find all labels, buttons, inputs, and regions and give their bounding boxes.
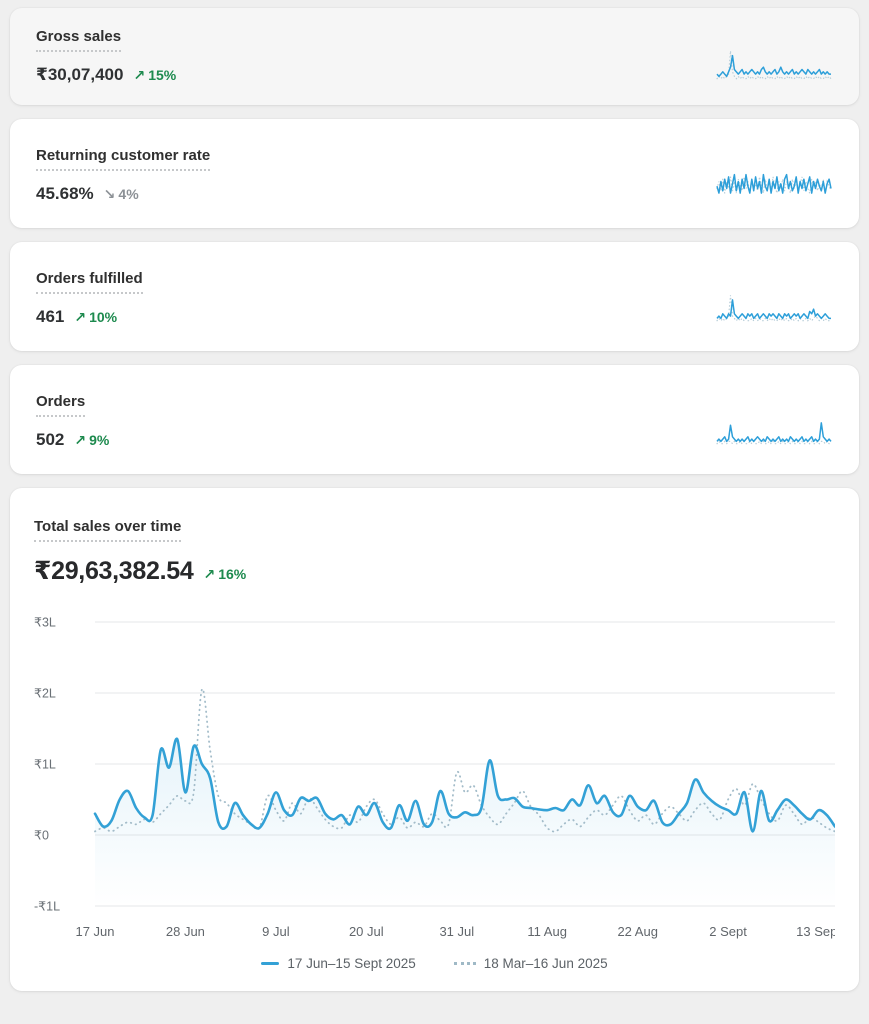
total-sales-chart: ₹3L ₹2L ₹1L ₹0 -₹1L 17 Jun 28 Jun 9 Jul 20 Jul 31… [34, 616, 835, 939]
metric-title-returning-customer-rate[interactable]: Returning customer rate [36, 147, 211, 171]
change-percent: 15% [148, 67, 177, 83]
legend: 17 Jun–15 Sept 2025 18 Mar–16 Jun 2025 [34, 956, 835, 971]
metric-value-row: ₹30,07,400 ↗ 15% [36, 65, 176, 85]
svg-text:22 Aug: 22 Aug [617, 924, 658, 939]
trend-up-icon: ↗ [203, 566, 216, 582]
legend-label-current: 17 Jun–15 Sept 2025 [287, 956, 416, 971]
metric-title-orders[interactable]: Orders [36, 393, 86, 417]
svg-text:₹2L: ₹2L [34, 687, 56, 701]
metric-value: 502 [36, 430, 65, 449]
svg-text:-₹1L: -₹1L [34, 900, 60, 914]
metric-value: ₹30,07,400 [36, 65, 124, 84]
metric-value-row: 45.68% ↘ 4% [36, 184, 210, 204]
svg-text:₹1L: ₹1L [34, 758, 56, 772]
legend-item-current: 17 Jun–15 Sept 2025 [261, 956, 416, 971]
svg-text:13 Sept: 13 Sept [796, 924, 835, 939]
metric-left: Gross sales ₹30,07,400 ↗ 15% [36, 28, 176, 85]
svg-text:20 Jul: 20 Jul [349, 924, 384, 939]
metric-card-returning-customer-rate[interactable]: Returning customer rate 45.68% ↘ 4% [10, 119, 859, 228]
metric-value-row: 461 ↗ 10% [36, 307, 143, 327]
metric-card-body: Orders fulfilled 461 ↗ 10% [10, 242, 859, 351]
metric-left: Orders fulfilled 461 ↗ 10% [36, 270, 143, 327]
svg-text:2 Sept: 2 Sept [709, 924, 747, 939]
trend-up-icon: ↗ [74, 432, 87, 448]
change-badge: ↗ 15% [133, 67, 176, 84]
metric-value: 461 [36, 307, 65, 326]
metric-left: Orders 502 ↗ 9% [36, 393, 109, 450]
metric-card-body: Returning customer rate 45.68% ↘ 4% [10, 119, 859, 228]
card-total-sales-over-time: Total sales over time ₹29,63,382.54 ↗ 16… [10, 488, 859, 991]
metric-value-row: 502 ↗ 9% [36, 430, 109, 450]
metric-left: Returning customer rate 45.68% ↘ 4% [36, 147, 211, 204]
change-badge: ↗ 10% [74, 309, 117, 326]
svg-text:11 Aug: 11 Aug [527, 924, 567, 939]
legend-swatch-solid-icon [261, 962, 280, 965]
svg-text:17 Jun: 17 Jun [75, 924, 114, 939]
svg-text:₹0: ₹0 [34, 829, 49, 843]
trend-up-icon: ↗ [133, 67, 146, 83]
metric-title-gross-sales[interactable]: Gross sales [36, 28, 122, 52]
change-badge: ↘ 4% [104, 186, 139, 203]
legend-item-previous: 18 Mar–16 Jun 2025 [453, 956, 608, 971]
sparkline-chart [716, 173, 832, 196]
trend-down-icon: ↘ [103, 186, 116, 202]
metric-card-orders[interactable]: Orders 502 ↗ 9% [10, 365, 859, 474]
metric-card-body: Orders 502 ↗ 9% [10, 365, 859, 474]
chart-value-row: ₹29,63,382.54 ↗ 16% [34, 556, 835, 586]
trend-up-icon: ↗ [74, 309, 87, 325]
legend-label-previous: 18 Mar–16 Jun 2025 [483, 956, 608, 971]
metric-value: 45.68% [36, 184, 94, 203]
svg-text:9 Jul: 9 Jul [262, 924, 290, 939]
chart-total-value: ₹29,63,382.54 [34, 557, 194, 585]
svg-text:₹3L: ₹3L [34, 616, 56, 630]
change-badge: ↗ 16% [203, 566, 246, 583]
metric-title-orders-fulfilled[interactable]: Orders fulfilled [36, 270, 143, 294]
legend-swatch-dotted-icon [453, 962, 476, 965]
sparkline-chart [716, 422, 832, 445]
metric-card-orders-fulfilled[interactable]: Orders fulfilled 461 ↗ 10% [10, 242, 859, 351]
change-percent: 9% [89, 432, 110, 448]
change-badge: ↗ 9% [74, 432, 109, 449]
change-percent: 16% [218, 566, 247, 582]
change-percent: 10% [89, 309, 118, 325]
analytics-dashboard: Gross sales ₹30,07,400 ↗ 15% Returning c… [10, 8, 859, 991]
metric-card-body: Gross sales ₹30,07,400 ↗ 15% [10, 8, 859, 105]
sparkline-chart [716, 295, 832, 322]
sparkline-chart [716, 50, 832, 80]
change-percent: 4% [118, 186, 139, 202]
svg-text:28 Jun: 28 Jun [166, 924, 205, 939]
metric-card-gross-sales[interactable]: Gross sales ₹30,07,400 ↗ 15% [10, 8, 859, 105]
chart-title[interactable]: Total sales over time [34, 518, 182, 542]
svg-text:31 Jul: 31 Jul [439, 924, 474, 939]
